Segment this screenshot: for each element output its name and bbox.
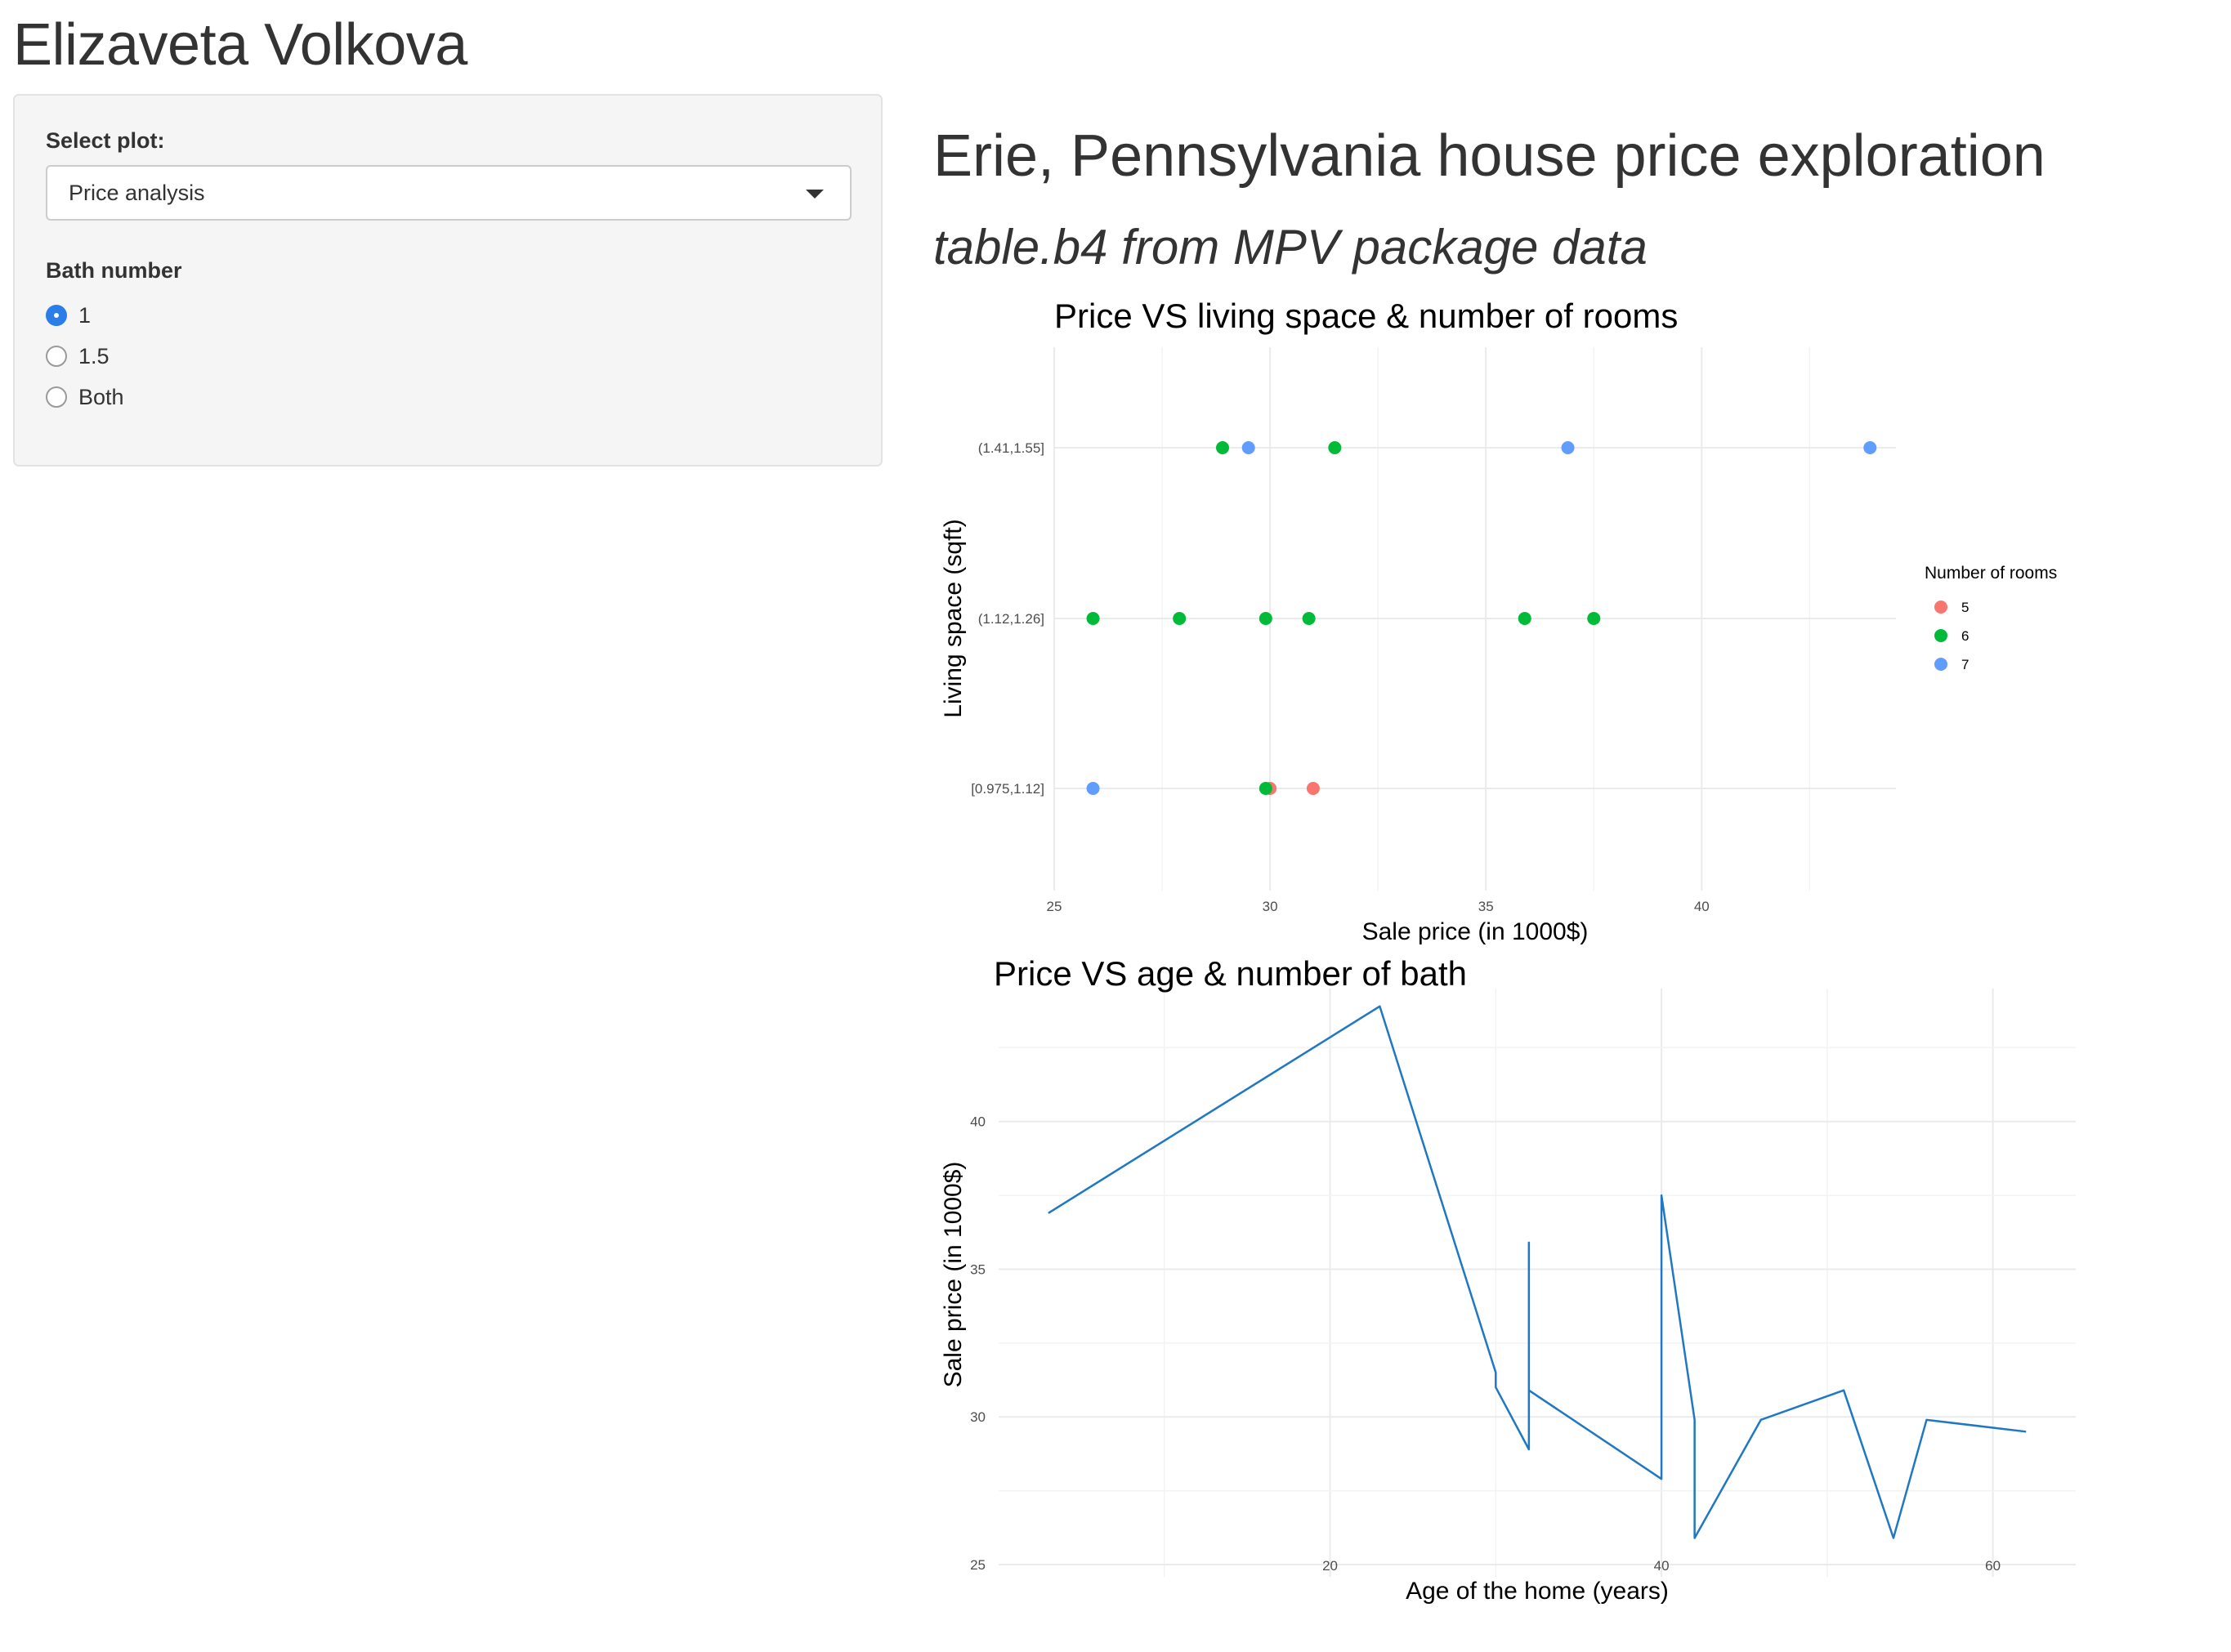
- radio-option-label: 1: [78, 302, 92, 328]
- legend-label: 7: [1961, 657, 1969, 672]
- y-tick-label: 40: [970, 1114, 986, 1130]
- radio-option-label: 1.5: [78, 343, 110, 368]
- radio-option-1-5[interactable]: 1.5: [46, 336, 850, 377]
- line-chart: Price VS age & number of bath 20 40 60 25 30 3…: [940, 954, 2076, 1605]
- select-plot-label: Select plot:: [46, 128, 165, 153]
- x-axis-title: Age of the home (years): [1406, 1578, 1669, 1605]
- data-point-rooms-7: [1561, 441, 1575, 454]
- page-subtitle: table.b4 from MPV package data: [933, 220, 1648, 275]
- legend-label: 5: [1961, 600, 1969, 615]
- data-point-rooms-6: [1518, 612, 1531, 625]
- data-point-rooms-6: [1086, 612, 1100, 625]
- data-point-rooms-6: [1259, 612, 1272, 625]
- data-point-rooms-6: [1173, 612, 1187, 625]
- sidebar-panel: Select plot: Price analysis Bath number …: [13, 94, 883, 467]
- y-tick-label: (1.41,1.55]: [978, 440, 1044, 456]
- x-tick-label: 35: [1478, 899, 1494, 914]
- legend-label: 6: [1961, 628, 1969, 644]
- plot-select-value: Price analysis: [69, 181, 205, 205]
- radio-button-checked[interactable]: [46, 305, 67, 326]
- scatter-chart: Price VS living space & number of rooms 2…: [940, 297, 2057, 945]
- radio-option-label: Both: [78, 384, 124, 409]
- y-tick-label: 35: [970, 1261, 986, 1277]
- chevron-down-icon: [806, 190, 824, 199]
- y-axis-title: Living space (sqft): [940, 519, 967, 717]
- price-line-series: [1048, 1005, 2027, 1539]
- y-tick-label: (1.12,1.26]: [978, 611, 1044, 627]
- legend-title: Number of rooms: [1925, 564, 2057, 583]
- legend-key-5: [1934, 601, 1947, 614]
- y-tick-label: 25: [970, 1557, 986, 1573]
- data-point-rooms-5: [1306, 782, 1320, 795]
- data-point-rooms-6: [1587, 612, 1601, 625]
- data-point-rooms-7: [1863, 441, 1877, 454]
- data-point-rooms-6: [1259, 782, 1272, 795]
- bath-number-label: Bath number: [46, 258, 182, 283]
- y-axis-title: Sale price (in 1000$): [940, 1162, 967, 1388]
- x-tick-label: 40: [1654, 1558, 1670, 1574]
- x-tick-label: 20: [1322, 1558, 1338, 1574]
- x-tick-label: 30: [1263, 899, 1278, 914]
- radio-option-both[interactable]: Both: [46, 377, 850, 417]
- page-title: Erie, Pennsylvania house price explorati…: [933, 123, 2045, 189]
- legend-key-6: [1934, 629, 1947, 642]
- radio-button[interactable]: [46, 346, 67, 367]
- y-tick-label: [0.975,1.12]: [971, 781, 1044, 797]
- data-point-rooms-7: [1086, 782, 1100, 795]
- data-point-rooms-6: [1302, 612, 1316, 625]
- legend-key-7: [1934, 658, 1947, 671]
- radio-button[interactable]: [46, 386, 67, 408]
- chart-title: Price VS age & number of bath: [994, 954, 1467, 993]
- y-tick-label: 30: [970, 1409, 986, 1425]
- data-point-rooms-6: [1216, 441, 1229, 454]
- bath-number-radio-group: 1 1.5 Both: [46, 295, 850, 417]
- radio-option-1[interactable]: 1: [46, 295, 850, 336]
- x-tick-label: 40: [1694, 899, 1710, 914]
- app-title: Elizaveta Volkova: [13, 12, 467, 78]
- x-tick-label: 60: [1985, 1558, 2001, 1574]
- data-point-rooms-6: [1328, 441, 1342, 454]
- chart-title: Price VS living space & number of rooms: [1054, 297, 1678, 335]
- x-tick-label: 25: [1047, 899, 1062, 914]
- x-axis-title: Sale price (in 1000$): [1362, 918, 1589, 945]
- data-point-rooms-7: [1241, 441, 1255, 454]
- plot-select-dropdown[interactable]: Price analysis: [46, 165, 852, 221]
